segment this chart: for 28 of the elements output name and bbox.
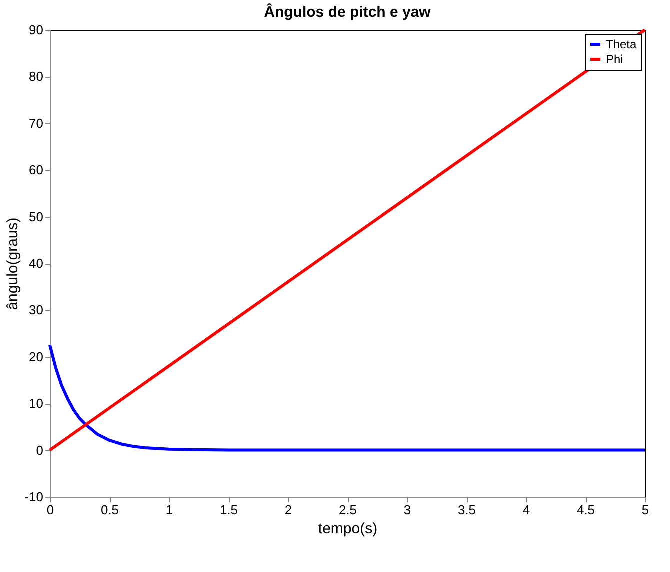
y-tick-label: 60 [29,162,44,178]
y-tick-label: 0 [36,442,44,458]
x-tick-label: 3 [404,502,412,518]
line-series [48,344,646,452]
y-tick-label: 70 [29,116,44,131]
y-tick-label: 20 [29,349,44,364]
x-tick-label: 1 [166,502,174,518]
x-tick-label: 0.5 [100,502,120,518]
legend-label: Phi [606,52,624,66]
x-tick-label: 5 [642,502,650,518]
y-tick-label: 80 [29,69,44,84]
y-tick-label: 10 [29,396,44,412]
x-axis-title: tempo(s) [318,520,378,538]
y-tick-label: 40 [29,256,44,271]
x-tick-label: 0 [46,502,54,518]
x-tick-label: 1.5 [220,502,238,518]
x-tick-label: 4 [522,502,530,518]
y-tick-label: 90 [29,22,44,38]
x-tick-label: 4.5 [576,502,596,518]
y-tick-label: 50 [29,209,44,224]
chart-title: Ângulos de pitch e yaw [264,3,432,21]
y-tick-label: -10 [24,490,44,504]
x-tick-label: 2 [284,502,292,518]
legend-label: Theta [606,38,638,52]
y-axis-title: ângulo(graus) [4,218,22,310]
y-tick-label: 30 [29,302,44,318]
x-tick-label: 3.5 [458,502,476,518]
x-tick-label: 2.5 [338,502,358,518]
